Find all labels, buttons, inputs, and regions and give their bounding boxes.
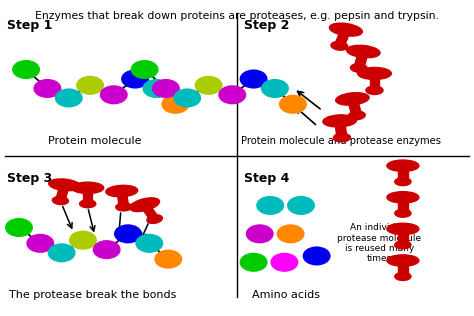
Circle shape	[195, 76, 222, 94]
Text: Amino acids: Amino acids	[252, 290, 320, 301]
Ellipse shape	[323, 115, 356, 127]
Text: Step 3: Step 3	[7, 172, 52, 185]
Bar	[398, 261, 408, 276]
Bar	[398, 229, 408, 245]
Circle shape	[131, 61, 158, 78]
Text: Step 4: Step 4	[244, 172, 290, 185]
Circle shape	[27, 234, 54, 252]
Bar	[370, 74, 379, 90]
Ellipse shape	[346, 45, 380, 58]
Ellipse shape	[333, 133, 350, 142]
Circle shape	[48, 244, 75, 262]
Ellipse shape	[366, 86, 383, 94]
Ellipse shape	[387, 255, 419, 266]
Bar	[83, 188, 92, 204]
Circle shape	[115, 225, 141, 243]
Text: An individual
protease molecule
is reused many
times: An individual protease molecule is reuse…	[337, 223, 421, 264]
Circle shape	[257, 197, 283, 214]
Circle shape	[280, 95, 306, 113]
Ellipse shape	[147, 215, 163, 223]
Circle shape	[246, 225, 273, 243]
Bar	[117, 191, 128, 207]
Circle shape	[271, 253, 298, 271]
Ellipse shape	[129, 198, 159, 211]
Circle shape	[6, 219, 32, 236]
Text: Protein molecule: Protein molecule	[48, 136, 142, 146]
Bar	[347, 99, 362, 116]
Text: Step 2: Step 2	[244, 19, 290, 32]
Circle shape	[93, 241, 120, 258]
Circle shape	[240, 253, 267, 271]
Ellipse shape	[329, 23, 362, 36]
Ellipse shape	[52, 197, 68, 204]
Ellipse shape	[331, 41, 348, 50]
Circle shape	[143, 80, 170, 97]
Ellipse shape	[336, 93, 369, 105]
Bar	[398, 198, 408, 213]
Ellipse shape	[72, 182, 104, 193]
Bar	[56, 185, 69, 201]
Circle shape	[70, 231, 96, 249]
Ellipse shape	[387, 191, 419, 203]
Ellipse shape	[395, 272, 411, 280]
Circle shape	[174, 89, 201, 107]
Circle shape	[55, 89, 82, 107]
Text: Step 1: Step 1	[7, 19, 53, 32]
Bar	[140, 204, 159, 221]
Ellipse shape	[387, 223, 419, 234]
Bar	[398, 166, 408, 182]
Circle shape	[77, 76, 103, 94]
Circle shape	[219, 86, 246, 104]
Text: Protein molecule and protease enzymes: Protein molecule and protease enzymes	[241, 136, 441, 146]
Circle shape	[34, 80, 61, 97]
Bar	[335, 121, 347, 138]
Circle shape	[277, 225, 304, 243]
Ellipse shape	[387, 160, 419, 171]
Circle shape	[13, 61, 39, 78]
Ellipse shape	[395, 209, 411, 217]
Circle shape	[136, 234, 163, 252]
Circle shape	[100, 86, 127, 104]
Ellipse shape	[395, 178, 411, 185]
Ellipse shape	[395, 241, 411, 249]
Bar	[354, 51, 368, 69]
Bar	[335, 29, 351, 47]
Circle shape	[162, 95, 189, 113]
Ellipse shape	[350, 64, 367, 72]
Circle shape	[122, 70, 148, 88]
Text: Enzymes that break down proteins are proteases, e.g. pepsin and trypsin.: Enzymes that break down proteins are pro…	[35, 11, 439, 21]
Circle shape	[240, 70, 267, 88]
Circle shape	[153, 80, 179, 97]
Ellipse shape	[116, 203, 132, 211]
Circle shape	[262, 80, 288, 97]
Circle shape	[288, 197, 314, 214]
Text: The protease break the bonds: The protease break the bonds	[9, 290, 176, 301]
Circle shape	[155, 250, 182, 268]
Ellipse shape	[49, 179, 81, 191]
Circle shape	[303, 247, 330, 265]
Ellipse shape	[80, 200, 96, 208]
Ellipse shape	[106, 185, 138, 197]
Ellipse shape	[357, 67, 392, 79]
Ellipse shape	[348, 111, 365, 120]
